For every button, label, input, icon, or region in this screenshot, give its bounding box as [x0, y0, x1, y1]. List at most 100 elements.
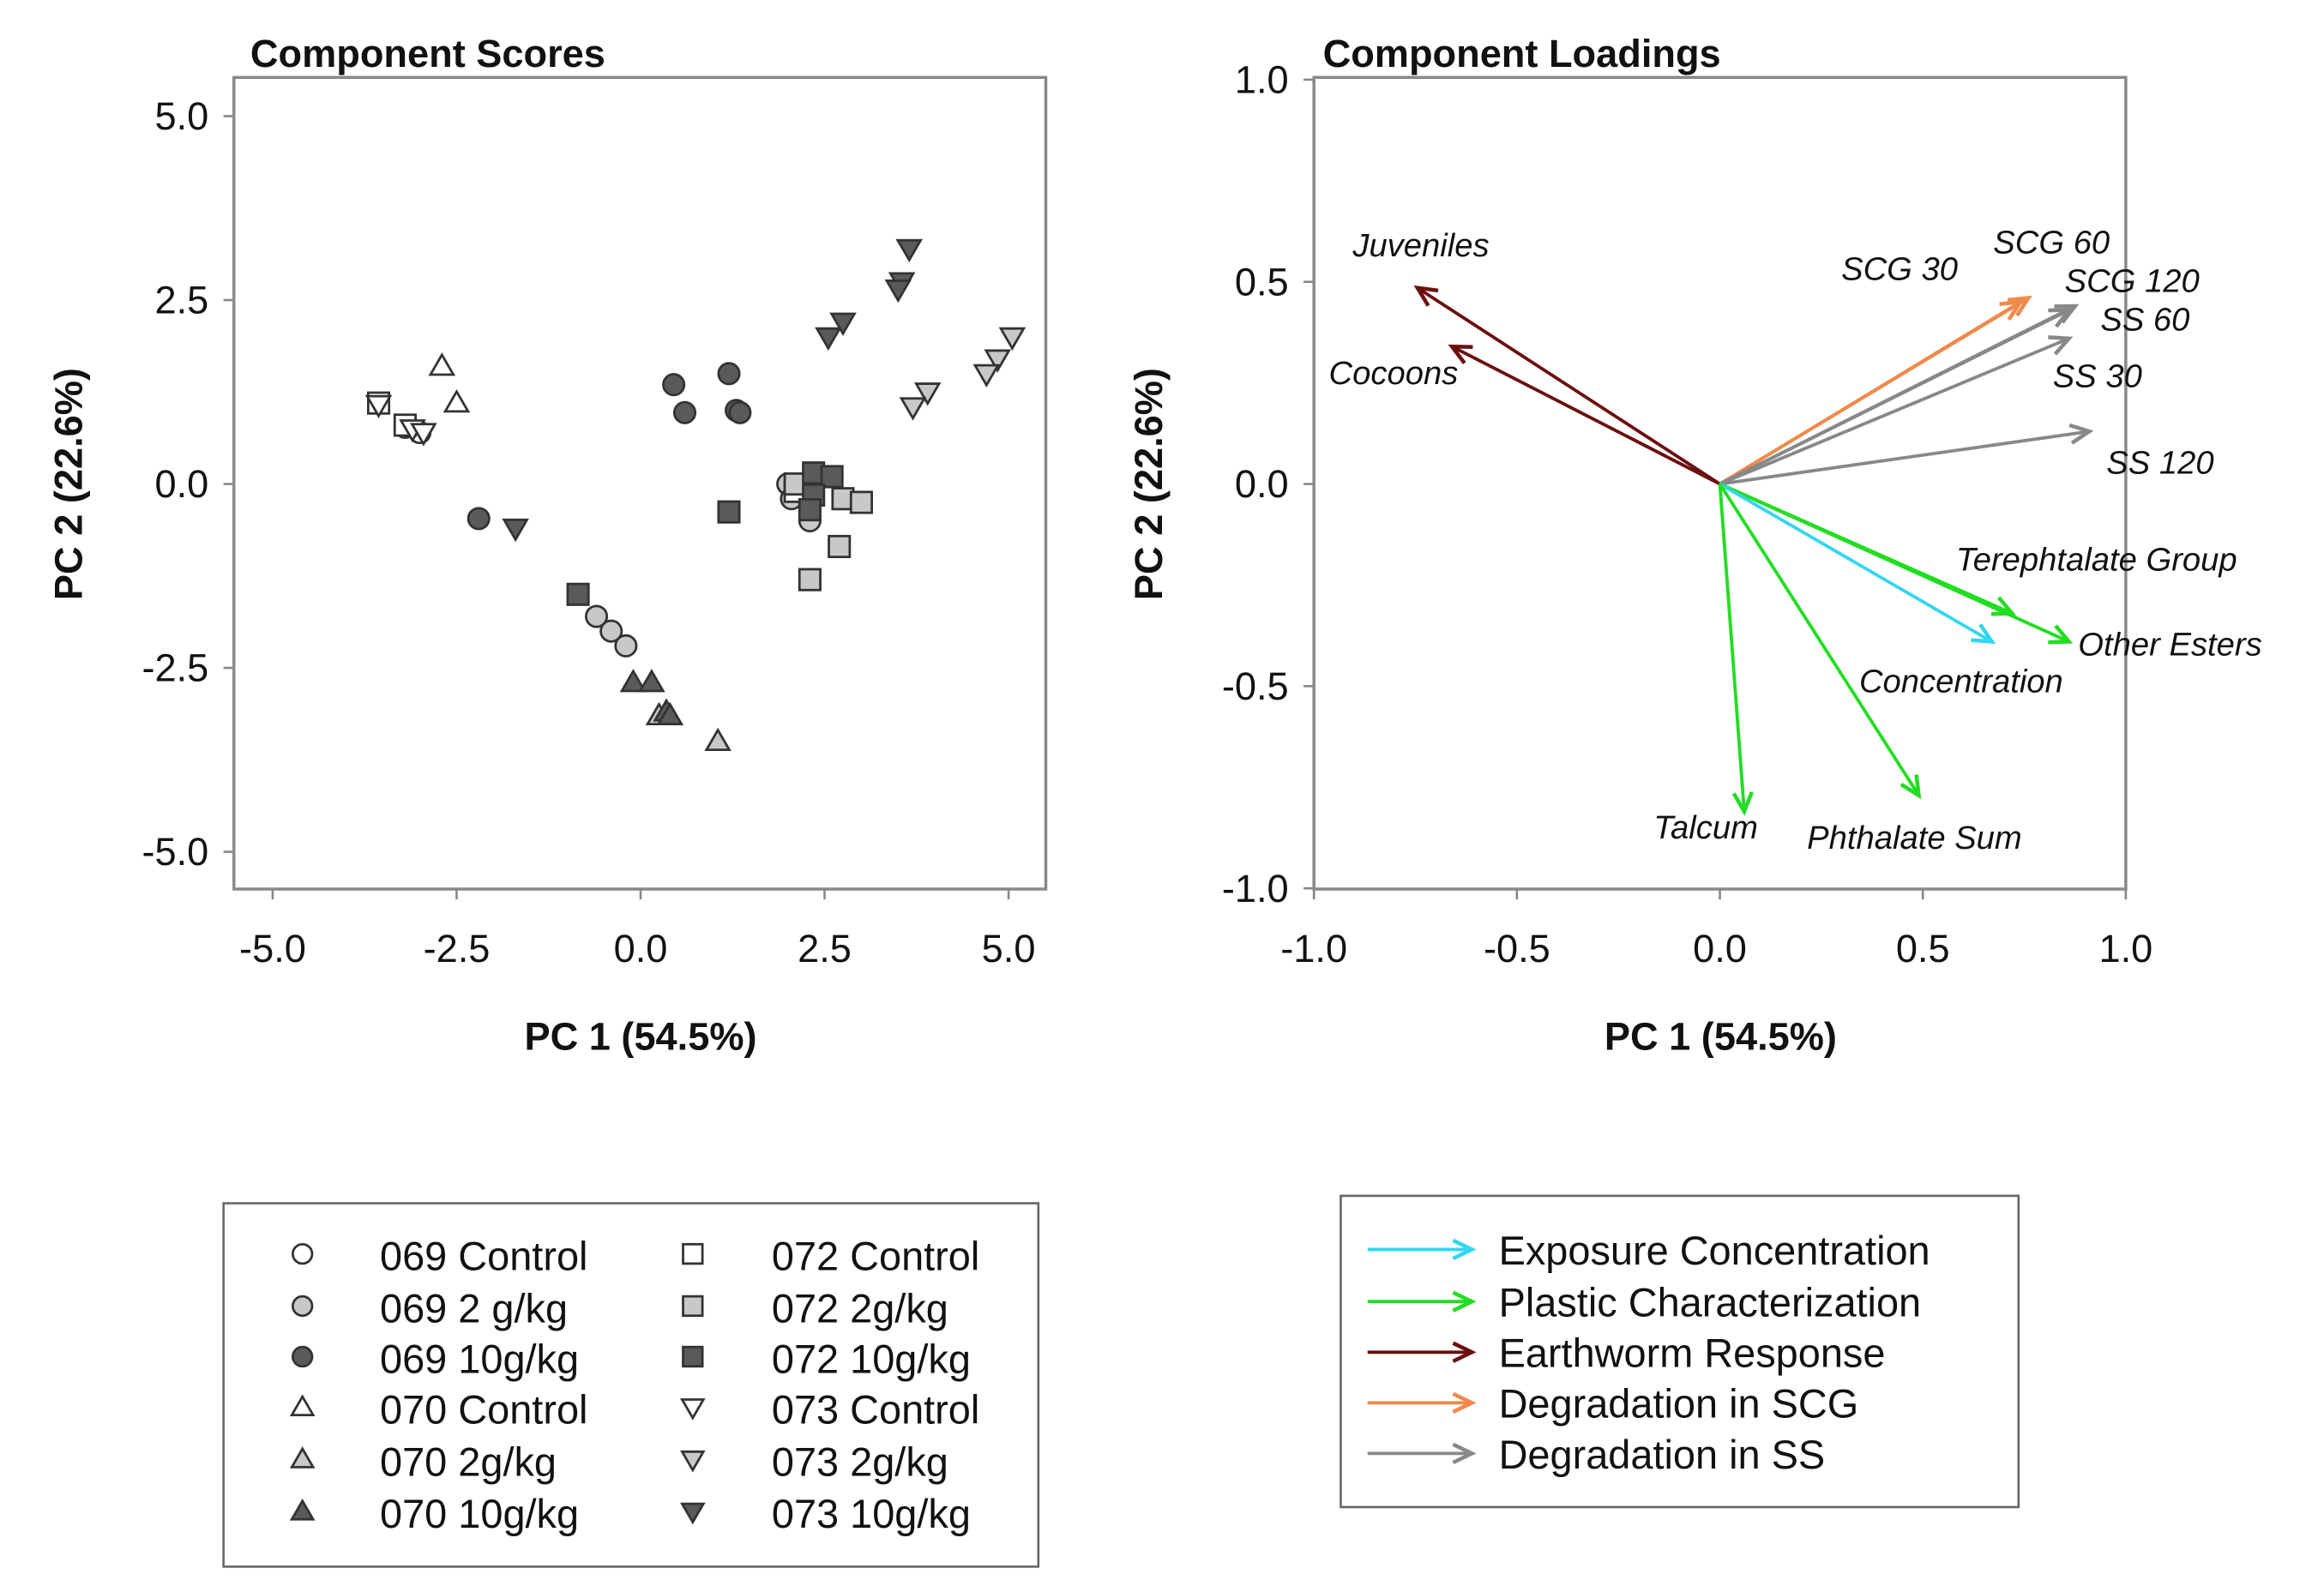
arrow-head-icon [2007, 295, 2032, 317]
score-point [829, 312, 857, 336]
score-point [656, 701, 684, 725]
loading-vector [1413, 285, 1721, 486]
loading-label: SCG 30 [1841, 251, 1958, 288]
legend-marker-triangle-down-icon [679, 1398, 706, 1421]
arrow-head-icon [1971, 623, 1996, 645]
loading-vector [1719, 482, 1996, 645]
scores-x-tick-label: 2.5 [798, 927, 852, 970]
loadings-y-tick-label: 0.5 [1235, 260, 1289, 303]
legend-marker-square-icon [682, 1295, 704, 1318]
arrow-head-icon [1452, 1442, 1477, 1465]
legend-marker-circle-icon [292, 1345, 314, 1368]
arrow-head-icon [1731, 791, 1754, 816]
scores-y-tick-label: -2.5 [141, 646, 208, 690]
legend-arrow-icon [1367, 1238, 1477, 1261]
arrow-head-icon [1452, 1391, 1477, 1414]
loadings-legend-label: Plastic Characterization [1499, 1281, 1922, 1325]
scores-legend-label: 073 2g/kg [772, 1439, 948, 1484]
score-point [599, 619, 623, 643]
score-point [638, 669, 665, 693]
loadings-x-tick-label: 1.0 [2099, 927, 2153, 970]
loadings-legend-label: Earthworm Response [1499, 1331, 1886, 1376]
loadings-y-tick-label: 1.0 [1235, 58, 1289, 102]
score-point [717, 362, 741, 386]
loading-label: Concentration [1859, 664, 2063, 700]
loadings-legend-label: Degradation in SS [1499, 1433, 1826, 1477]
score-point [913, 382, 942, 406]
loading-vector [1448, 344, 1721, 486]
loading-vector [1719, 303, 2080, 486]
scores-y-tick-label: -5.0 [141, 830, 208, 874]
arrow-shaft [1719, 337, 2070, 486]
component-loadings-panel: Component Loadings -1.0 -0.5 0.0 0.5 1.0 1.0 0… [1127, 32, 2262, 1058]
scores-y-tick-label: 2.5 [154, 279, 208, 322]
loading-vector [1718, 483, 1922, 800]
arrow-head-icon [1990, 596, 2017, 616]
score-point [884, 279, 912, 303]
loading-vector [1719, 335, 2074, 486]
scores-y-tick-label: 0.0 [154, 462, 208, 506]
score-point [984, 349, 1011, 373]
score-point [672, 400, 697, 424]
score-point [614, 634, 638, 658]
scores-legend: 069 Control 069 2 g/kg 069 10g/kg 070 Contr… [289, 1235, 979, 1536]
legend-marker-triangle-down-icon [679, 1502, 706, 1525]
loading-label: SS 30 [2053, 358, 2142, 395]
arrow-head-icon [1448, 344, 1473, 364]
score-point [704, 727, 732, 752]
loading-label: SCG 120 [2065, 262, 2200, 299]
legend-marker-square-icon [682, 1242, 704, 1265]
score-point [717, 500, 741, 524]
loading-vector [1719, 482, 2074, 645]
loadings-x-axis-title: PC 1 (54.5%) [1605, 1015, 1837, 1059]
legend-arrow-icon [1367, 1341, 1477, 1363]
loading-label: SS 60 [2100, 302, 2189, 339]
arrow-shaft [1719, 304, 2076, 486]
loading-label: Other Esters [2078, 626, 2261, 663]
loadings-x-tick-label: 0.5 [1896, 927, 1950, 970]
loading-label: Phthalate Sum [1807, 820, 2022, 856]
scores-legend-label: 073 Control [772, 1388, 979, 1433]
loading-label: Talcum [1653, 809, 1758, 846]
score-point [619, 669, 647, 693]
arrow-shaft [1718, 483, 1921, 796]
scores-x-tick-label: 5.0 [982, 927, 1036, 970]
scores-y-axis-title: PC 2 (22.6%) [47, 368, 91, 600]
arrow-shaft [1719, 430, 2090, 486]
loading-label: SCG 60 [1993, 224, 2110, 261]
loadings-legend-label: Exposure Concentration [1499, 1229, 1930, 1273]
score-point [998, 327, 1027, 351]
scores-legend-label: 072 2g/kg [772, 1287, 948, 1331]
loadings-legend-label: Degradation in SCG [1499, 1382, 1859, 1427]
legend-marker-triangle-up-icon [289, 1394, 316, 1416]
loadings-y-tick-label: 0.0 [1235, 462, 1289, 506]
scores-y-tick-label: 5.0 [154, 94, 208, 138]
arrow-shaft [1718, 484, 1746, 812]
scores-legend-label: 072 10g/kg [772, 1337, 971, 1382]
loadings-y-tick-label: -1.0 [1222, 867, 1289, 910]
arrow-shaft [1719, 482, 2070, 644]
loadings-x-tick-label: 0.0 [1693, 927, 1747, 970]
scores-plot-frame [232, 75, 1048, 891]
arrow-head-icon [1452, 1290, 1477, 1313]
arrow-head-icon [2048, 624, 2074, 645]
scores-legend-label: 070 10g/kg [380, 1492, 579, 1536]
score-point [502, 518, 529, 543]
arrow-head-icon [1413, 285, 1439, 307]
score-point [662, 373, 686, 397]
score-point [972, 363, 1001, 387]
scores-legend-label: 073 10g/kg [772, 1492, 971, 1536]
loading-label: Terephtalate Group [1956, 541, 2237, 578]
scores-legend-box [222, 1202, 1040, 1568]
arrow-shaft [1451, 345, 1721, 486]
score-point [428, 352, 456, 376]
scores-title: Component Scores [250, 32, 605, 75]
legend-marker-circle-icon [292, 1295, 314, 1318]
loading-vector [1718, 484, 1754, 816]
score-point [798, 498, 822, 522]
scores-legend-label: 070 Control [380, 1388, 587, 1433]
legend-marker-triangle-up-icon [289, 1446, 316, 1469]
arrow-shaft [1719, 296, 2030, 486]
legend-arrow-icon [1367, 1391, 1477, 1414]
loading-label: Cocoons [1329, 355, 1459, 392]
